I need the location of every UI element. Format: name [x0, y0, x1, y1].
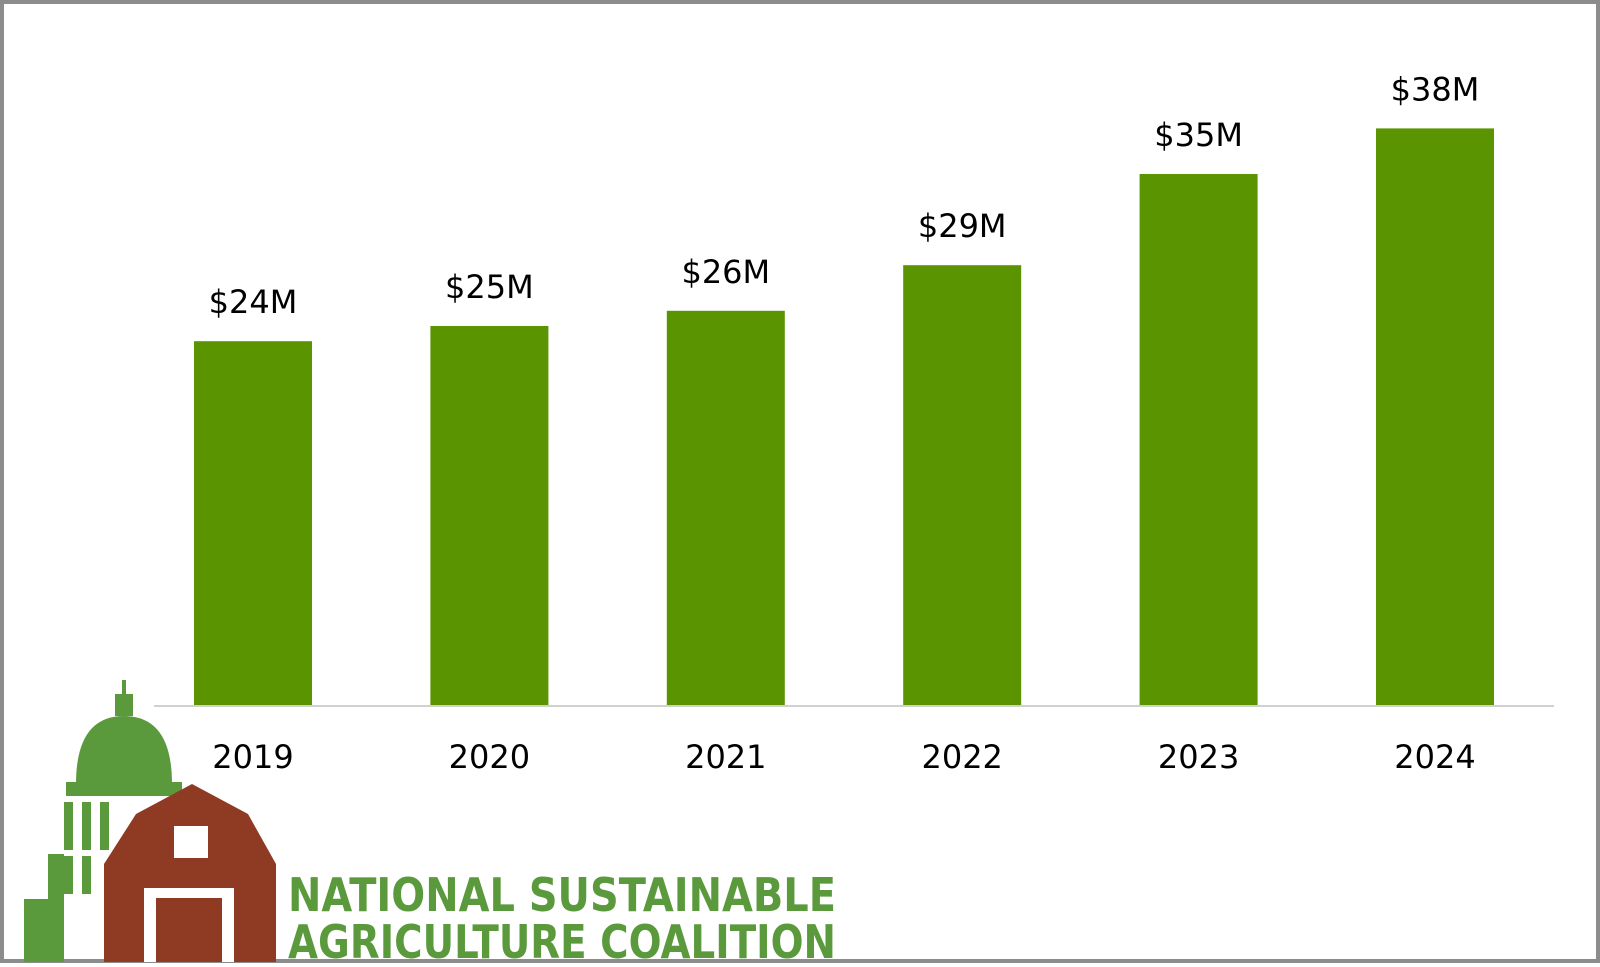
tick-label-2022: 2022: [921, 738, 1002, 776]
tick-label-2023: 2023: [1158, 738, 1239, 776]
nsac-logo: NATIONAL SUSTAINABLE AGRICULTURE COALITI…: [24, 680, 836, 967]
bar-2019: [194, 341, 312, 706]
data-label-2020: $25M: [445, 268, 534, 306]
data-label-2023: $35M: [1154, 116, 1243, 154]
tick-label-2024: 2024: [1394, 738, 1475, 776]
logo-text-line1: NATIONAL SUSTAINABLE: [288, 868, 836, 922]
barn-icon: [104, 784, 276, 962]
data-label-2022: $29M: [918, 207, 1007, 245]
bar-chart: $24M $25M $26M $29M $35M $38M 2019 2020 2021 202…: [24, 70, 1554, 967]
bar-2022: [903, 265, 1022, 706]
bar-2024: [1376, 128, 1494, 706]
bar-2020: [430, 326, 549, 706]
data-label-group: $24M $25M $26M $29M $35M $38M: [209, 70, 1480, 321]
logo-text-line2: AGRICULTURE COALITION: [288, 915, 836, 967]
bar-2023: [1139, 174, 1258, 706]
capitol-dome-icon: [24, 680, 182, 962]
tick-label-2019: 2019: [212, 738, 293, 776]
bar-2021: [666, 310, 785, 706]
tick-label-group: 2019 2020 2021 2022 2023 2024: [212, 738, 1475, 776]
tick-label-2021: 2021: [685, 738, 766, 776]
data-label-2021: $26M: [681, 253, 770, 291]
data-label-2024: $38M: [1391, 70, 1480, 108]
data-label-2019: $24M: [209, 283, 298, 321]
bar-group: [194, 128, 1494, 706]
tick-label-2020: 2020: [449, 738, 530, 776]
